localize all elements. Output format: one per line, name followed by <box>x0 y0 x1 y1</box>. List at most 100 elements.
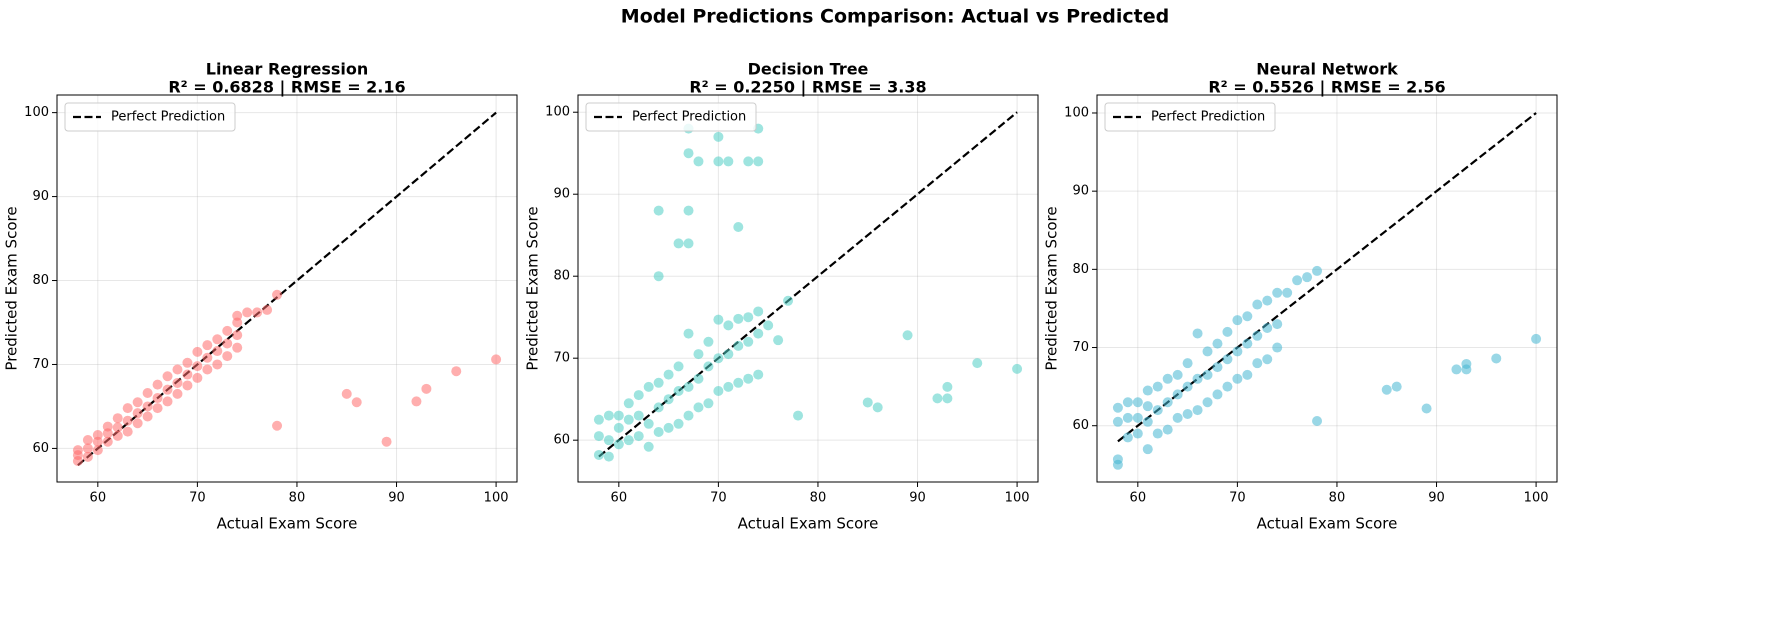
data-point <box>1252 330 1263 341</box>
legend-label: Perfect Prediction <box>632 110 746 125</box>
data-point <box>1112 454 1123 465</box>
data-point <box>1272 319 1283 330</box>
data-point <box>683 205 694 216</box>
data-point <box>1391 381 1402 392</box>
x-tick-label: 60 <box>1130 491 1147 506</box>
data-point <box>112 422 123 433</box>
y-axis-label: Predicted Exam Score <box>1043 206 1061 370</box>
data-point <box>753 306 764 317</box>
data-point <box>713 314 724 325</box>
subplot-title: Linear Regression <box>206 60 368 79</box>
data-point <box>1212 389 1223 400</box>
data-point <box>102 436 113 447</box>
x-tick-label: 80 <box>810 491 827 506</box>
data-point <box>663 369 674 380</box>
x-tick-label: 60 <box>611 491 628 506</box>
data-point <box>1292 275 1303 286</box>
y-tick-label: 60 <box>553 433 570 448</box>
legend-box <box>64 102 236 132</box>
data-point <box>92 429 103 440</box>
legend-label: Perfect Prediction <box>111 110 225 125</box>
data-point <box>862 397 873 408</box>
data-point <box>1242 369 1253 380</box>
data-point <box>162 384 173 395</box>
data-point <box>1232 346 1243 357</box>
data-point <box>1242 311 1253 322</box>
y-tick-label: 90 <box>1072 184 1089 199</box>
data-point <box>643 381 654 392</box>
data-point <box>152 379 163 390</box>
data-point <box>1232 373 1243 384</box>
data-point <box>1182 381 1193 392</box>
data-point <box>1122 432 1133 443</box>
data-point <box>202 340 213 351</box>
reference-line <box>598 111 1018 458</box>
data-point <box>613 439 624 450</box>
data-point <box>242 307 253 318</box>
data-point <box>723 156 734 167</box>
x-tick-label: 80 <box>289 491 306 506</box>
data-point <box>212 346 223 357</box>
data-point <box>1262 354 1273 365</box>
data-point <box>1112 402 1123 413</box>
data-point <box>673 361 684 372</box>
data-point <box>663 422 674 433</box>
data-point <box>743 312 754 323</box>
y-tick-label: 60 <box>1072 418 1089 433</box>
data-point <box>1421 403 1432 414</box>
data-point <box>703 361 714 372</box>
x-tick-label: 100 <box>1005 491 1030 506</box>
x-tick-label: 100 <box>484 491 509 506</box>
data-point <box>1202 369 1213 380</box>
data-point <box>763 320 774 331</box>
data-point <box>743 373 754 384</box>
data-point <box>1172 389 1183 400</box>
data-point <box>872 402 883 413</box>
data-point <box>132 408 143 419</box>
subplot-title: Neural Network <box>1256 60 1398 79</box>
data-point <box>1252 299 1263 310</box>
data-point <box>212 359 223 370</box>
data-point <box>713 385 724 396</box>
subplot-subtitle: R² = 0.6828 | RMSE = 2.16 <box>168 78 405 98</box>
axes-frame <box>56 94 518 483</box>
axes-frame <box>1096 94 1558 483</box>
data-point <box>723 381 734 392</box>
data-point <box>142 388 153 399</box>
data-point <box>753 369 764 380</box>
data-point <box>643 418 654 429</box>
data-point <box>102 421 113 432</box>
data-point <box>613 410 624 421</box>
data-point <box>1162 424 1173 435</box>
legend-box <box>1104 102 1276 132</box>
data-point <box>182 369 193 380</box>
y-tick-label: 90 <box>32 189 49 204</box>
data-point <box>693 156 704 167</box>
data-point <box>723 320 734 331</box>
x-axis-label: Actual Exam Score <box>217 515 358 533</box>
data-point <box>212 334 223 345</box>
data-point <box>683 148 694 159</box>
data-point <box>1142 401 1153 412</box>
x-tick-label: 70 <box>1229 491 1246 506</box>
data-point <box>222 351 233 362</box>
data-point <box>683 410 694 421</box>
data-point <box>1212 362 1223 373</box>
data-point <box>663 394 674 405</box>
data-point <box>753 328 764 339</box>
data-point <box>673 385 684 396</box>
subplot-subtitle: R² = 0.5526 | RMSE = 2.56 <box>1208 78 1445 98</box>
data-point <box>1162 397 1173 408</box>
data-point <box>713 131 724 142</box>
data-point <box>942 381 953 392</box>
data-point <box>633 410 644 421</box>
data-point <box>1272 342 1283 353</box>
reference-line <box>1117 112 1537 443</box>
data-point <box>1182 408 1193 419</box>
data-point <box>733 340 744 351</box>
data-point <box>192 372 203 383</box>
data-point <box>683 238 694 249</box>
data-point <box>192 361 203 372</box>
data-point <box>1381 384 1392 395</box>
